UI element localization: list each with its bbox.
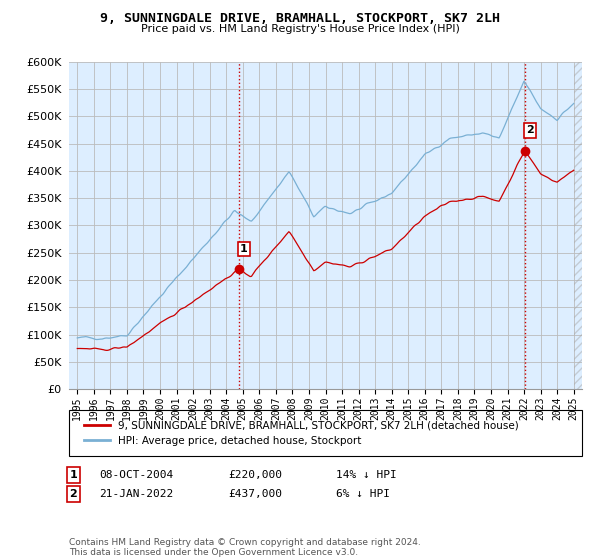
Text: 21-JAN-2022: 21-JAN-2022 xyxy=(99,489,173,499)
Text: 14% ↓ HPI: 14% ↓ HPI xyxy=(336,470,397,480)
Text: Contains HM Land Registry data © Crown copyright and database right 2024.
This d: Contains HM Land Registry data © Crown c… xyxy=(69,538,421,557)
Text: 1: 1 xyxy=(70,470,77,480)
Text: £437,000: £437,000 xyxy=(228,489,282,499)
Text: 2: 2 xyxy=(526,125,534,136)
Text: £220,000: £220,000 xyxy=(228,470,282,480)
Text: 08-OCT-2004: 08-OCT-2004 xyxy=(99,470,173,480)
Text: 1: 1 xyxy=(240,244,248,254)
Text: Price paid vs. HM Land Registry's House Price Index (HPI): Price paid vs. HM Land Registry's House … xyxy=(140,24,460,34)
Legend: 9, SUNNINGDALE DRIVE, BRAMHALL, STOCKPORT, SK7 2LH (detached house), HPI: Averag: 9, SUNNINGDALE DRIVE, BRAMHALL, STOCKPOR… xyxy=(79,417,523,450)
Text: 6% ↓ HPI: 6% ↓ HPI xyxy=(336,489,390,499)
Text: 2: 2 xyxy=(70,489,77,499)
Text: 9, SUNNINGDALE DRIVE, BRAMHALL, STOCKPORT, SK7 2LH: 9, SUNNINGDALE DRIVE, BRAMHALL, STOCKPOR… xyxy=(100,12,500,25)
